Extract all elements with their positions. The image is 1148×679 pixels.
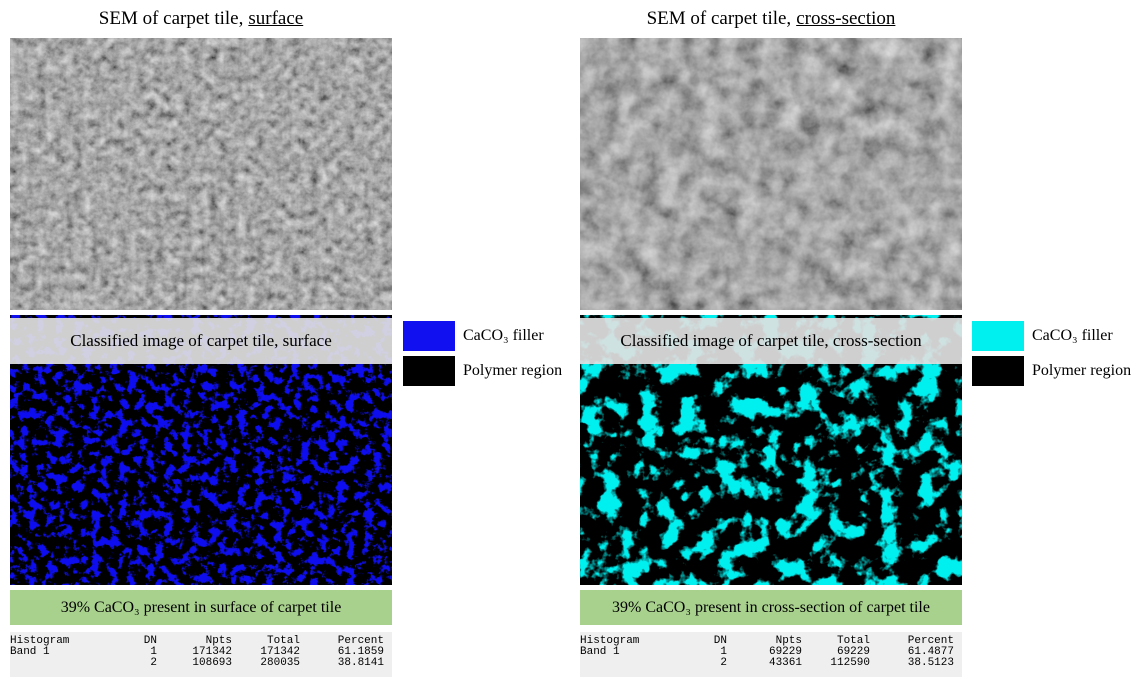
- sem-image: [10, 38, 392, 310]
- histogram-cell: 2: [720, 657, 727, 669]
- title-text: SEM of carpet tile,: [99, 8, 244, 29]
- histogram-cell: 38.8141: [338, 657, 384, 669]
- emph: surface: [248, 8, 303, 29]
- result-box: 39% CaCO₃ present in surface of carpet t…: [10, 590, 392, 625]
- classified-label: Classified image of carpet tile, surface: [10, 318, 392, 364]
- histogram-row-label: Band 1: [580, 646, 620, 658]
- sem-images: [10, 38, 392, 586]
- legend-swatch: [403, 356, 455, 386]
- histogram-cell: 280035: [260, 657, 300, 669]
- panel-title: SEM of carpet tile,surface: [10, 8, 392, 30]
- legend-label: Polymer region: [1032, 362, 1131, 380]
- legend-swatch: [972, 356, 1024, 386]
- histogram-cell: 43361: [769, 657, 802, 669]
- figure: SEM of carpet tile,surfaceClassified ima…: [0, 0, 1148, 679]
- legend-swatch: [403, 321, 455, 351]
- legend-label: CaCO₃ filler: [463, 327, 544, 345]
- histogram-cell: 2: [150, 657, 157, 669]
- histogram-cell: 112590: [830, 657, 870, 669]
- legend-label: Polymer region: [463, 362, 562, 380]
- histogram-cell: 108693: [192, 657, 232, 669]
- classified-label: Classified image of carpet tile, cross-s…: [580, 318, 962, 364]
- legend-label: CaCO₃ filler: [1032, 327, 1113, 345]
- legend-swatch: [972, 321, 1024, 351]
- title-text: SEM of carpet tile,: [647, 8, 792, 29]
- sem-images: [580, 38, 962, 586]
- histogram-cell: 38.5123: [908, 657, 954, 669]
- histogram-row-label: Band 1: [10, 646, 50, 658]
- emph: cross-section: [796, 8, 895, 29]
- panel-title: SEM of carpet tile,cross-section: [580, 8, 962, 30]
- result-box: 39% CaCO₃ present in cross-section of ca…: [580, 590, 962, 625]
- sem-image: [580, 38, 962, 310]
